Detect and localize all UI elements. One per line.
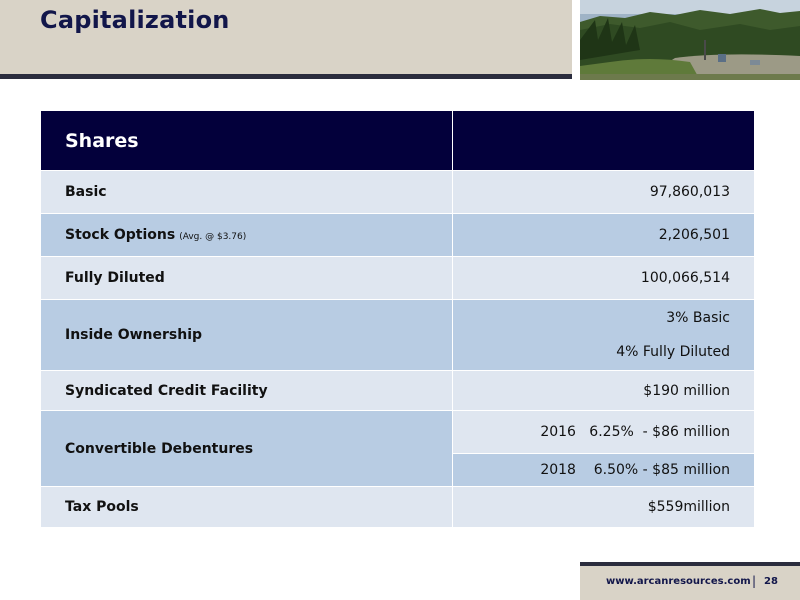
footer-url-link[interactable]: www.arcanresources.com [606, 576, 751, 587]
row-label: Basic [40, 170, 453, 214]
row-label: Syndicated Credit Facility [40, 370, 453, 411]
footer-band: www.arcanresources.com | 28 [580, 566, 800, 600]
table-row-stock-options: Stock Options (Avg. @ $3.76) 2,206,501 [40, 213, 755, 257]
row-label: Stock Options (Avg. @ $3.76) [40, 213, 453, 257]
table-row-fully-diluted: Fully Diluted 100,066,514 [40, 256, 755, 300]
empty-header-cell [452, 110, 755, 171]
row-value: 97,860,013 [452, 170, 755, 214]
row-label: Inside Ownership [40, 299, 453, 371]
footer-separator: | [752, 574, 757, 588]
row-value: 2,206,501 [452, 213, 755, 257]
slide-title: Capitalization [40, 6, 230, 34]
table-row-convertible-debentures-2: 2018 6.50% - $85 million [41, 453, 755, 487]
stock-options-note: (Avg. @ $3.76) [179, 232, 247, 242]
capitalization-table: Shares Basic 97,860,013 Stock Options (Av… [40, 110, 755, 528]
row-value: 3% Basic 4% Fully Diluted [452, 299, 755, 371]
debenture-2016: 2016 6.25% - $86 million [452, 410, 755, 454]
shares-header: Shares [40, 110, 453, 171]
row-label: Convertible Debentures [40, 410, 453, 487]
table-header-row: Shares [40, 110, 755, 171]
table-row-convertible-debentures: Convertible Debentures 2016 6.25% - $86 … [40, 410, 755, 487]
title-rule [0, 74, 572, 79]
inside-ownership-basic: 3% Basic [666, 310, 730, 326]
debenture-2018: 2018 6.50% - $85 million [452, 453, 755, 487]
row-label: Tax Pools [40, 486, 453, 528]
page-number: 28 [764, 576, 778, 587]
footer-rule [580, 562, 800, 566]
header-photo [580, 0, 800, 80]
table-row-basic: Basic 97,860,013 [40, 170, 755, 214]
title-band: Capitalization [0, 0, 572, 76]
row-value: 100,066,514 [452, 256, 755, 300]
table-row-tax-pools: Tax Pools $559million [40, 486, 755, 528]
row-value: $190 million [452, 370, 755, 411]
row-label: Fully Diluted [40, 256, 453, 300]
stock-options-label: Stock Options [65, 227, 176, 243]
table-row-inside-ownership: Inside Ownership 3% Basic 4% Fully Dilut… [40, 299, 755, 371]
row-value: $559million [452, 486, 755, 528]
inside-ownership-diluted: 4% Fully Diluted [616, 344, 730, 360]
table-row-credit-facility: Syndicated Credit Facility $190 million [40, 370, 755, 411]
